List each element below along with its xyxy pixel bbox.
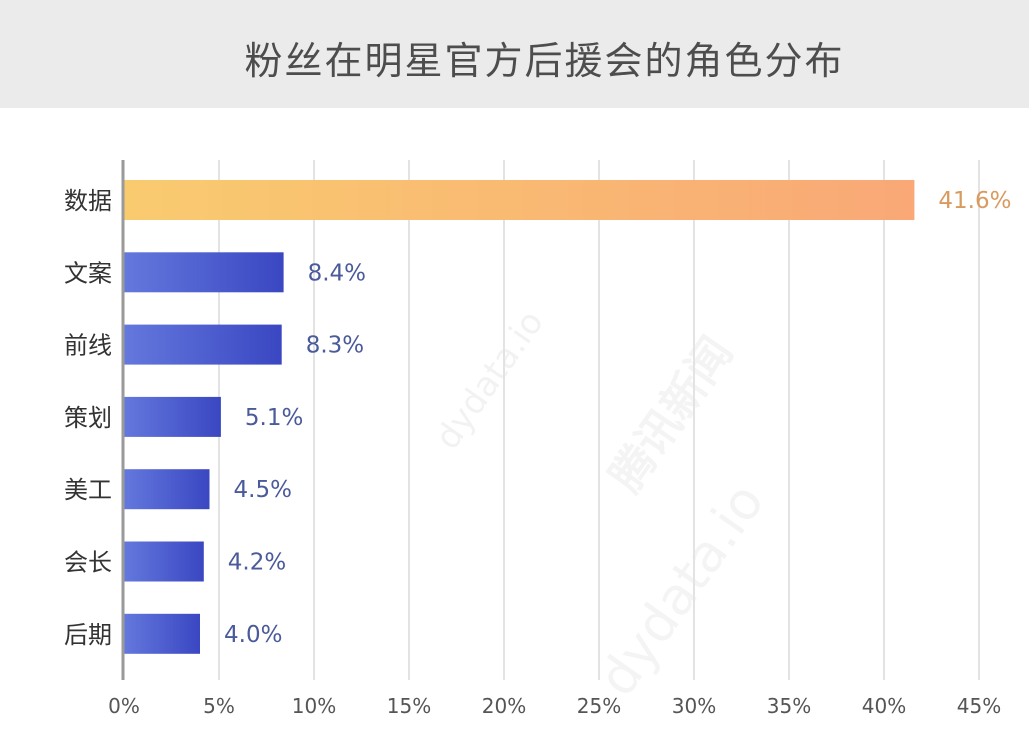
bar (124, 180, 915, 220)
x-tick-label: 15% (387, 694, 431, 718)
grid-lines (218, 160, 980, 680)
x-tick-label: 30% (672, 694, 716, 718)
chart-title: 粉丝在明星官方后援会的角色分布 (244, 39, 845, 83)
bar (124, 469, 210, 510)
category-label: 前线 (64, 332, 112, 360)
category-label: 后期 (64, 621, 112, 649)
category-label: 美工 (64, 476, 112, 504)
value-label: 5.1% (245, 405, 303, 431)
bars (124, 180, 915, 654)
bar (124, 324, 282, 365)
x-tick-label: 10% (292, 694, 336, 718)
bar (124, 396, 221, 437)
value-label: 4.2% (228, 550, 286, 576)
x-tick-label: 20% (482, 694, 526, 718)
category-label: 策划 (64, 404, 112, 432)
title-banner: 粉丝在明星官方后援会的角色分布 (0, 0, 1029, 108)
x-tick-label: 40% (862, 694, 906, 718)
x-tick-label: 25% (577, 694, 621, 718)
value-label: 4.0% (224, 622, 282, 648)
bar (124, 613, 200, 654)
value-label: 41.6% (938, 188, 1011, 214)
category-label: 数据 (64, 187, 112, 215)
x-tick-labels: 0% 5% 10% 15% 20% 25% 30% 35% 40% 45% (108, 694, 1001, 718)
category-label: 文案 (64, 259, 112, 287)
x-tick-label: 0% (108, 694, 140, 718)
value-label: 8.3% (306, 333, 364, 359)
value-label: 4.5% (234, 477, 292, 503)
x-tick-label: 45% (957, 694, 1001, 718)
value-labels: 41.6% 8.4% 8.3% 5.1% 4.5% 4.2% 4.0% (224, 188, 1011, 648)
bar (124, 541, 204, 582)
bar (124, 252, 284, 293)
value-label: 8.4% (308, 260, 366, 286)
x-tick-label: 35% (767, 694, 811, 718)
x-tick-label: 5% (203, 694, 235, 718)
category-label: 会长 (64, 549, 112, 577)
